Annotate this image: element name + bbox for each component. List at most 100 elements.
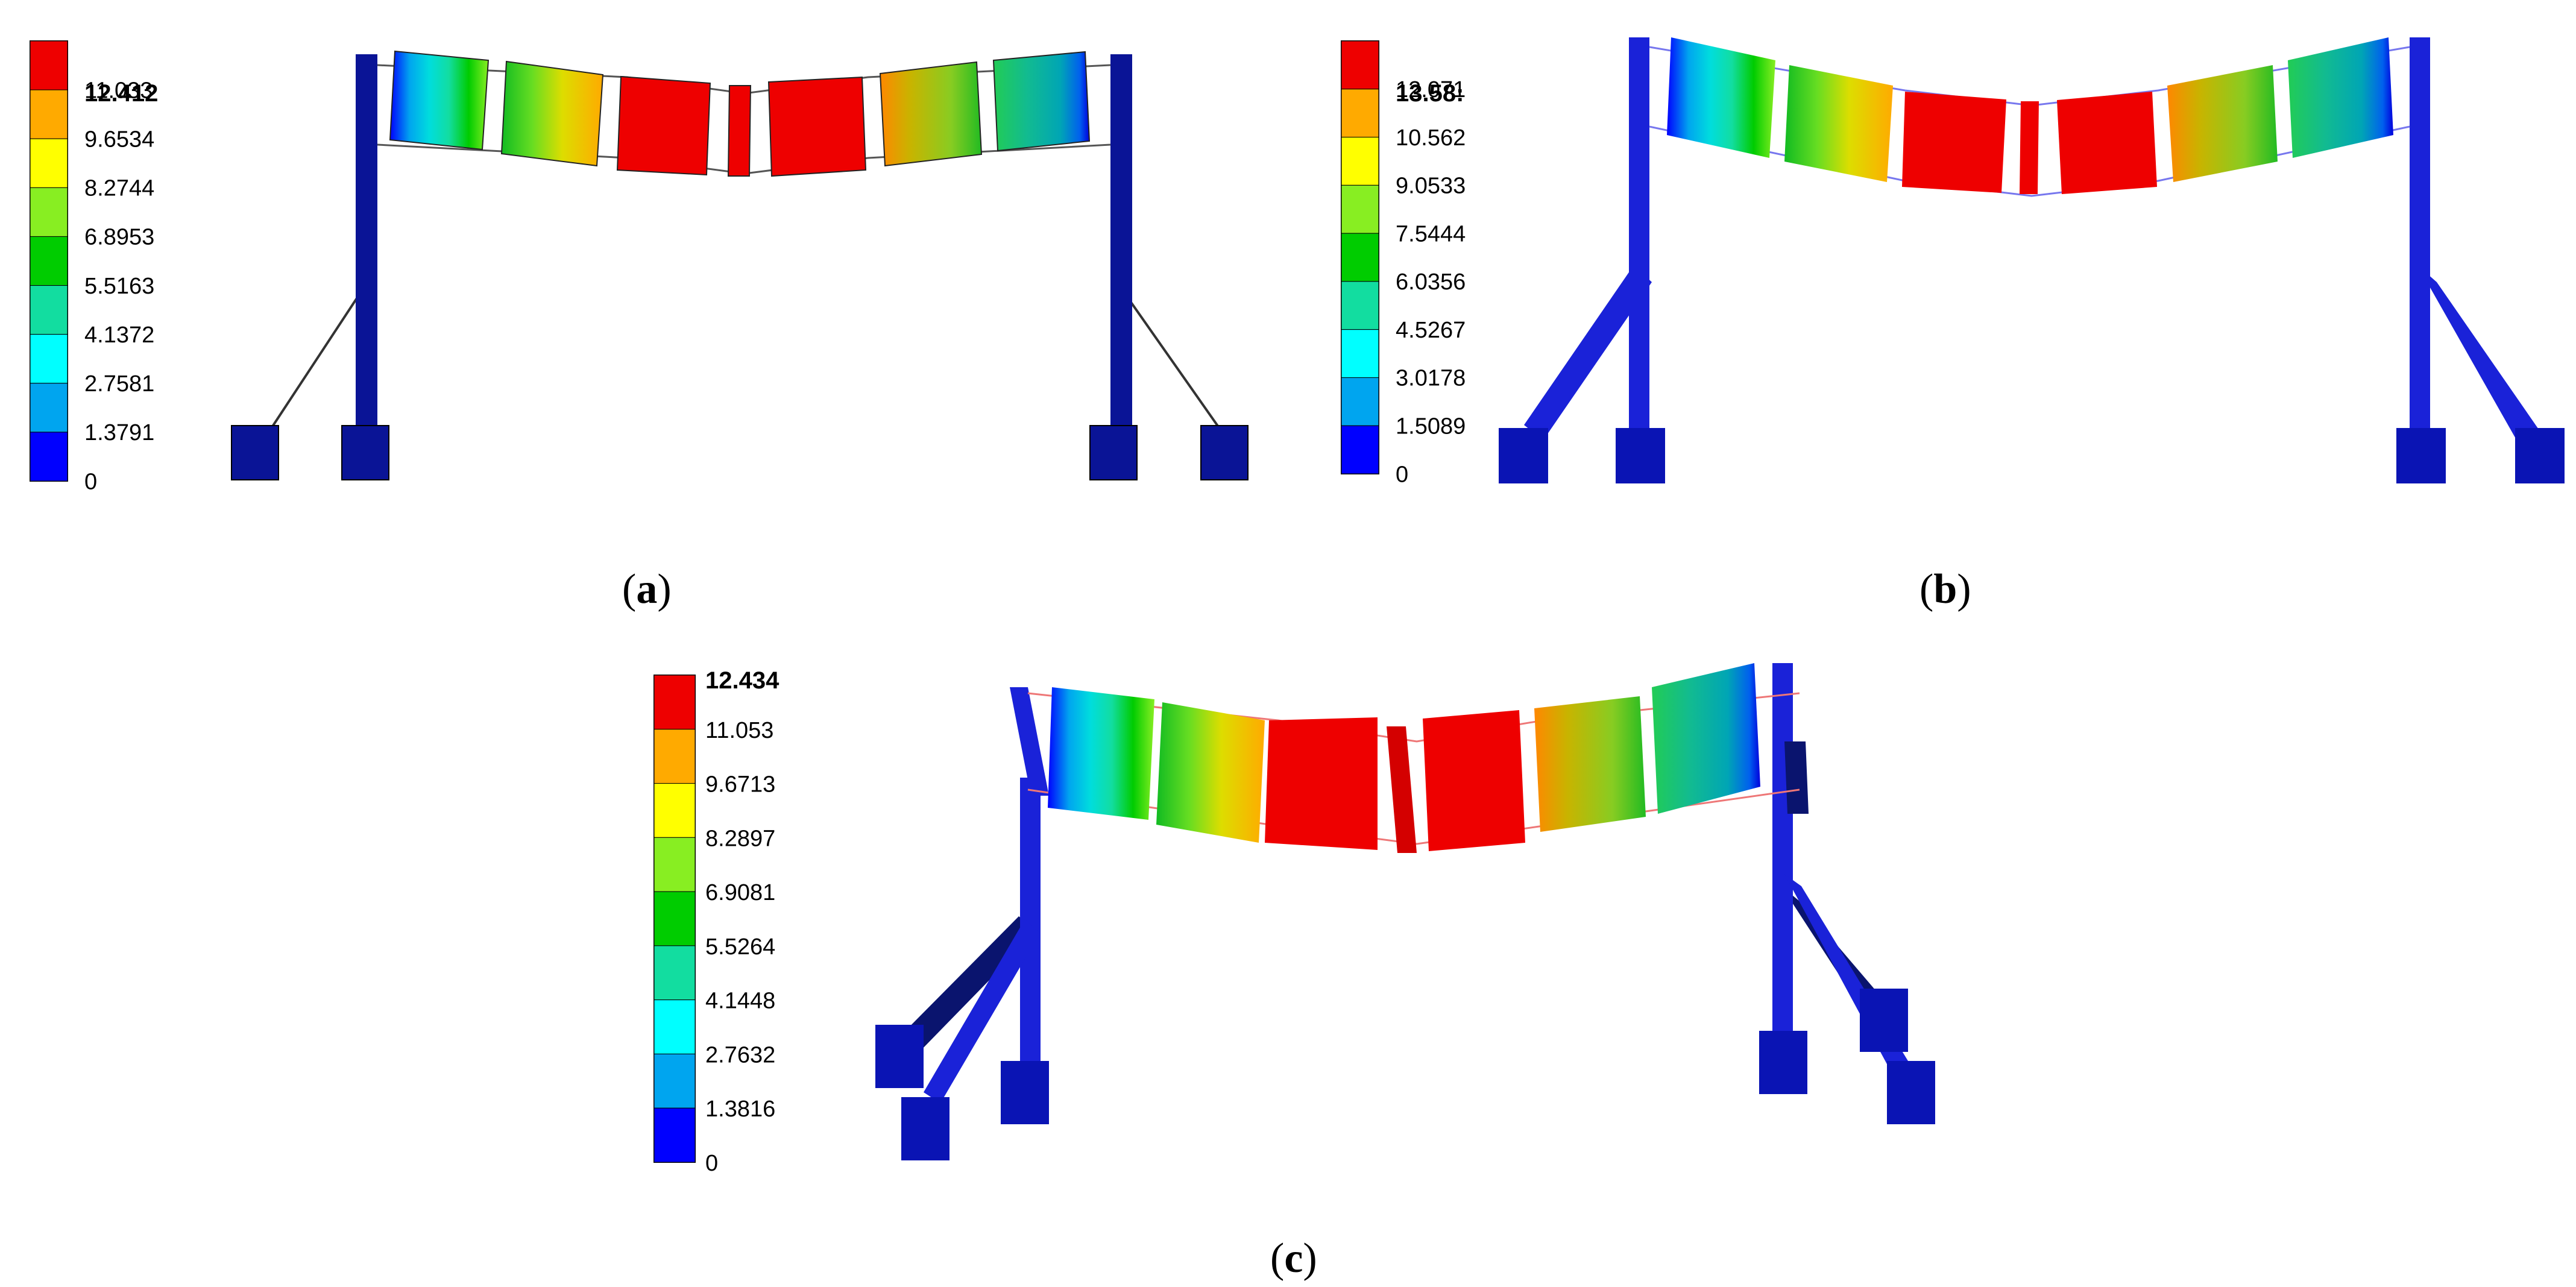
foundation-block — [1860, 989, 1908, 1052]
legend-max-label: 12.434 — [705, 667, 779, 694]
solar-panel — [2288, 37, 2393, 158]
legend-tick-label: 4.5267 — [1396, 318, 1466, 343]
legend-swatch — [30, 334, 68, 384]
column-right — [1110, 54, 1132, 434]
solar-panel — [727, 85, 752, 177]
solar-panel — [992, 51, 1091, 152]
legend-tick-label: 3.0178 — [1396, 366, 1466, 391]
solar-panel — [2167, 65, 2278, 182]
solar-panel — [1784, 65, 1893, 182]
color-legend: 13.58: 12.071 10.562 9.0533 7.5444 6.0356 4.5… — [1341, 40, 1466, 487]
solar-panel — [1534, 696, 1646, 832]
solar-panel — [389, 50, 490, 151]
legend-swatch — [653, 729, 696, 784]
legend-swatch — [653, 675, 696, 730]
foundation-block — [231, 425, 279, 480]
color-legend: 12.412 11.033 9.6534 8.2744 6.8953 5.5163 4.1… — [30, 40, 158, 494]
legend-max-label: 12.412 — [84, 80, 158, 107]
foundation-block — [901, 1097, 949, 1160]
brace-left — [1524, 265, 1652, 440]
foundation-block — [1759, 1031, 1807, 1094]
solar-panel — [1423, 710, 1525, 851]
legend-swatch — [30, 138, 68, 188]
legend-tick-label: 12.071 — [1396, 77, 1466, 102]
solar-panel — [1156, 702, 1265, 843]
column-right-joint — [1784, 741, 1809, 814]
legend-tick-label: 0 — [705, 1151, 718, 1176]
legend-tick-label: 5.5264 — [705, 934, 775, 960]
foundation-block — [341, 425, 389, 480]
solar-panel — [1667, 37, 1775, 158]
gantry-structure — [875, 663, 1935, 1160]
legend-swatch — [1341, 89, 1379, 138]
legend-swatch — [1341, 184, 1379, 234]
solar-panel — [1265, 717, 1378, 850]
legend-tick-label: 6.8953 — [84, 225, 154, 250]
color-legend: 12.434 11.053 9.6713 8.2897 6.9081 5.5264 4.1… — [653, 667, 779, 1176]
legend-max-label: 13.58: — [1396, 80, 1464, 107]
tie-rod-left — [267, 294, 360, 434]
solar-panel — [1902, 92, 2006, 193]
foundation-block — [1616, 428, 1665, 483]
solar-panel — [2057, 92, 2157, 194]
legend-swatch — [30, 432, 68, 482]
foundation-block — [1499, 428, 1548, 483]
legend-tick-label: 0 — [84, 469, 97, 494]
foundation-block — [2396, 428, 2446, 483]
legend-swatch — [30, 383, 68, 433]
legend-swatch — [30, 187, 68, 237]
foundation-block — [1200, 425, 1249, 480]
foundation-block — [2515, 428, 2565, 483]
legend-tick-label: 9.6534 — [84, 127, 154, 153]
gantry-structure — [231, 50, 1249, 480]
legend-swatch — [653, 837, 696, 892]
foundation-block — [1001, 1061, 1049, 1124]
legend-swatch — [1341, 425, 1379, 474]
column-left — [356, 54, 377, 434]
legend-swatch — [653, 999, 696, 1054]
legend-tick-label: 7.5444 — [1396, 221, 1466, 247]
legend-swatch — [1341, 137, 1379, 186]
legend-swatch — [653, 1053, 696, 1109]
solar-panel — [1048, 687, 1154, 820]
legend-swatch — [30, 40, 68, 90]
column-right — [2410, 37, 2430, 447]
legend-tick-label: 5.5163 — [84, 274, 154, 299]
tie-rod-right — [1125, 294, 1224, 434]
legend-tick-label: 1.3816 — [705, 1097, 775, 1122]
solar-panel — [879, 61, 983, 167]
brace-right — [2417, 265, 2545, 455]
solar-panel — [767, 76, 867, 177]
legend-tick-label: 2.7581 — [84, 371, 154, 397]
panel-c: 12.434 11.053 9.6713 8.2897 6.9081 5.5264 4.1… — [653, 663, 1935, 1282]
legend-swatch — [30, 89, 68, 139]
legend-swatch — [653, 783, 696, 838]
brace — [899, 916, 1037, 1052]
panel-label-c: (c) — [1270, 1235, 1317, 1282]
legend-swatch — [1341, 281, 1379, 330]
legend-tick-label: 4.1448 — [705, 989, 775, 1014]
legend-swatch — [1341, 233, 1379, 282]
panel-b: 13.58: 12.071 10.562 9.0533 7.5444 6.0356 4.5… — [1341, 37, 2565, 612]
legend-tick-label: 1.3791 — [84, 420, 154, 445]
legend-swatch — [30, 236, 68, 286]
solar-panel — [1652, 663, 1760, 814]
legend-tick-label: 9.0533 — [1396, 174, 1466, 199]
panel-label-a: (a) — [622, 566, 672, 612]
solar-panel — [2020, 101, 2039, 194]
column-right — [1772, 663, 1793, 1073]
legend-tick-label: 10.562 — [1396, 125, 1466, 151]
legend-swatch — [653, 945, 696, 1001]
legend-tick-label: 4.1372 — [84, 323, 154, 348]
legend-tick-label: 8.2897 — [705, 826, 775, 851]
legend-tick-label: 6.9081 — [705, 880, 775, 905]
brace — [924, 919, 1040, 1103]
legend-swatch — [653, 1107, 696, 1163]
column-left-upper — [1010, 687, 1049, 796]
panel-a: 12.412 11.033 9.6534 8.2744 6.8953 5.5163 4.1… — [30, 40, 1249, 612]
legend-tick-label: 11.033 — [84, 78, 153, 103]
legend-swatch — [1341, 329, 1379, 378]
foundation-block — [1887, 1061, 1935, 1124]
solar-panel — [1387, 726, 1417, 853]
